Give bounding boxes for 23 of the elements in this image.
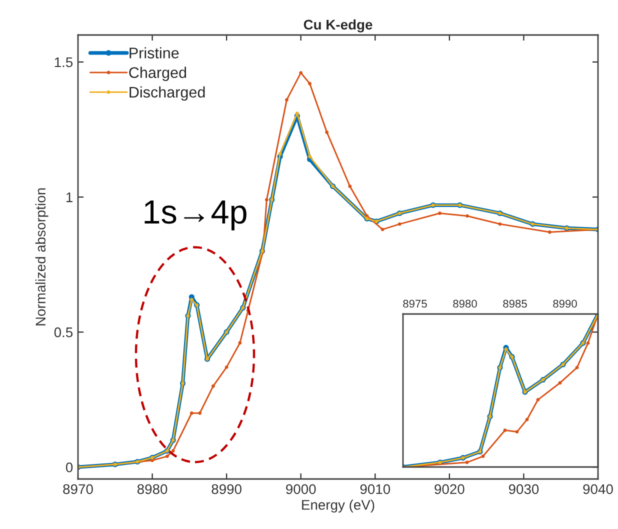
y-axis-title: Normalized absorption bbox=[35, 188, 48, 326]
x-tick-label: 8970 bbox=[63, 484, 93, 494]
x-axis-title: Energy (eV) bbox=[302, 500, 374, 513]
x-tick-label: 8980 bbox=[453, 300, 477, 308]
x-tick-label: 9010 bbox=[360, 484, 390, 494]
y-tick-label: 1.5 bbox=[54, 57, 73, 68]
x-tick-label: 9030 bbox=[508, 484, 539, 494]
y-tick-label: 0 bbox=[66, 462, 73, 472]
x-tick-label: 8980 bbox=[137, 484, 168, 494]
x-tick-label: 8990 bbox=[212, 484, 242, 494]
legend-label: Charged bbox=[129, 66, 186, 82]
x-tick-label: 9000 bbox=[286, 484, 316, 494]
legend-label: Discharged bbox=[130, 86, 205, 101]
annotation: 1s→4p bbox=[144, 200, 246, 230]
y-tick-label: 1 bbox=[66, 192, 72, 202]
x-tick-label: 8985 bbox=[503, 300, 527, 308]
x-tick-label: 9020 bbox=[434, 484, 464, 494]
legend-label: Pristine bbox=[130, 47, 179, 58]
x-tick-label: 9040 bbox=[583, 484, 613, 494]
x-tick-label: 8990 bbox=[553, 300, 577, 308]
x-tick-label: 8975 bbox=[403, 300, 427, 308]
y-tick-label: 0.5 bbox=[54, 327, 73, 338]
chart-title: Cu K-edge bbox=[304, 19, 372, 32]
